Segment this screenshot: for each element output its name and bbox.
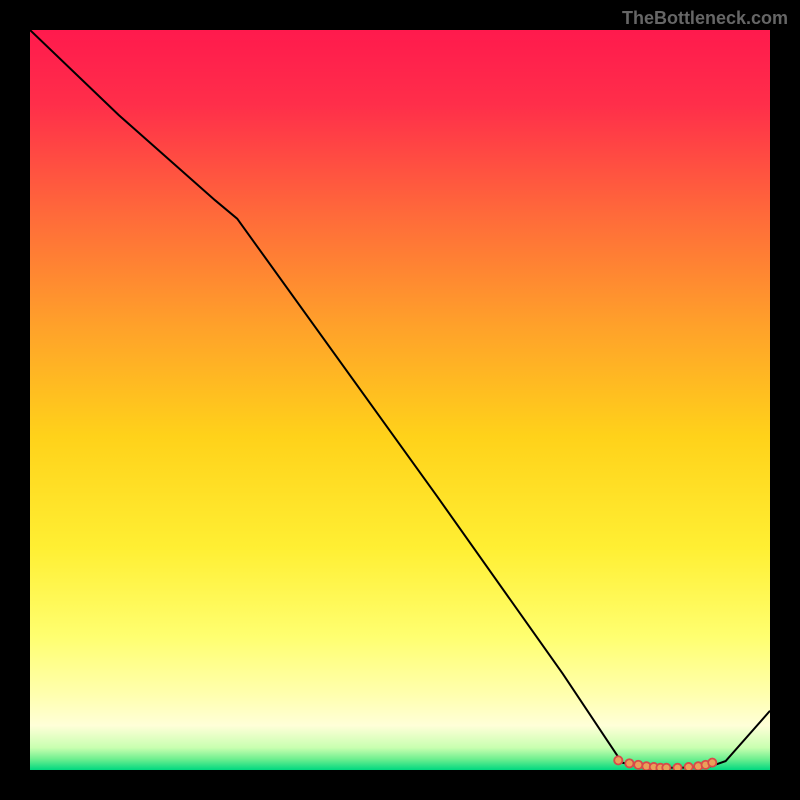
marker-inner xyxy=(709,759,715,765)
marker-inner xyxy=(635,762,641,768)
watermark-text: TheBottleneck.com xyxy=(622,8,788,29)
marker-inner xyxy=(685,764,691,770)
chart-overlay-svg xyxy=(30,30,770,770)
marker-inner xyxy=(643,763,649,769)
marker-inner xyxy=(695,763,701,769)
series-line xyxy=(30,30,770,768)
marker-inner xyxy=(615,757,621,763)
marker-inner xyxy=(626,760,632,766)
markers-group xyxy=(613,755,717,770)
chart-container xyxy=(30,30,770,770)
